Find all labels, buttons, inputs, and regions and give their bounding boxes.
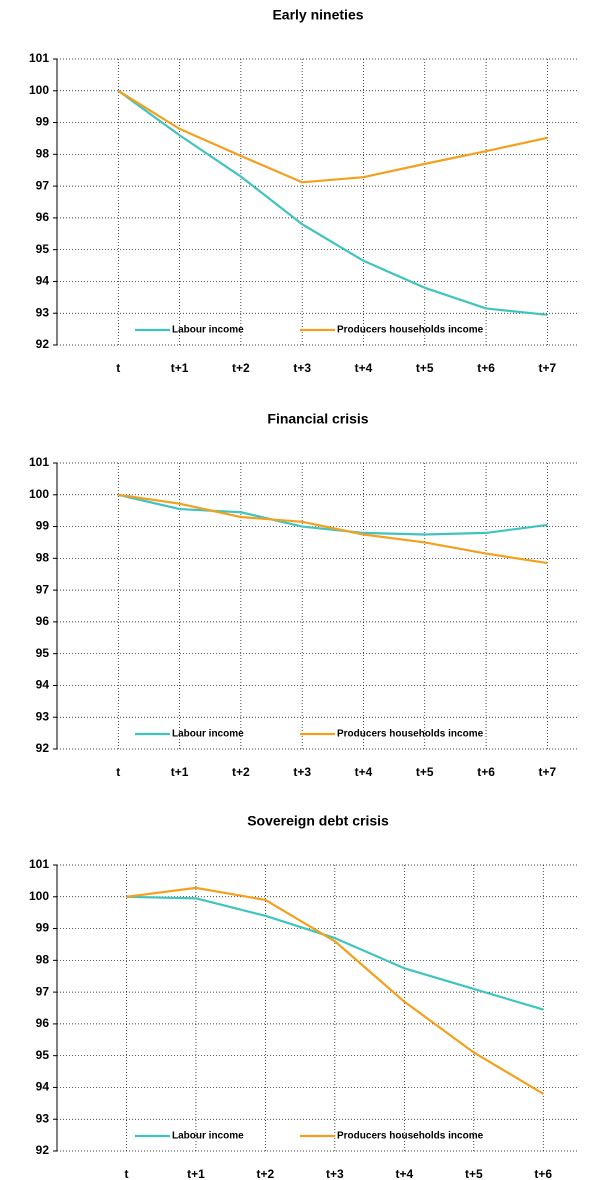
series-line xyxy=(126,895,544,1011)
y-tick-label: 97 xyxy=(36,178,50,192)
x-tick-label: t xyxy=(116,765,120,779)
y-tick-label: 98 xyxy=(36,147,50,161)
y-tick-label: 95 xyxy=(36,646,50,660)
y-tick-label: 101 xyxy=(29,51,49,65)
y-tick-label: 93 xyxy=(36,305,50,319)
series-line xyxy=(126,886,544,1095)
legend-label: Producers households income xyxy=(337,1131,484,1142)
series-line xyxy=(118,493,548,565)
y-tick-label: 93 xyxy=(36,709,50,723)
y-tick-label: 95 xyxy=(36,1048,50,1062)
x-tick-label: t+2 xyxy=(232,361,250,375)
x-tick-label: t+3 xyxy=(326,1167,344,1180)
y-tick-label: 96 xyxy=(36,614,50,628)
x-tick-label: t+7 xyxy=(539,765,557,779)
legend-label: Labour income xyxy=(172,729,244,740)
chart-title: Sovereign debt crisis xyxy=(247,813,389,829)
y-tick-label: 99 xyxy=(36,115,50,129)
x-tick-label: t+5 xyxy=(416,765,434,779)
y-tick-label: 94 xyxy=(36,1080,50,1094)
y-tick-label: 95 xyxy=(36,242,50,256)
legend-label: Labour income xyxy=(172,325,244,336)
chart-title: Financial crisis xyxy=(267,411,368,427)
x-tick-label: t+3 xyxy=(293,765,311,779)
y-tick-label: 92 xyxy=(36,337,50,351)
series-line xyxy=(117,89,548,316)
x-tick-label: t+6 xyxy=(477,765,495,779)
y-tick-label: 94 xyxy=(36,274,50,288)
x-tick-label: t+1 xyxy=(171,361,189,375)
legend-label: Producers households income xyxy=(337,325,484,336)
chart-title: Early nineties xyxy=(272,7,363,23)
x-tick-label: t+5 xyxy=(416,361,434,375)
x-tick-label: t+4 xyxy=(355,361,373,375)
legend-label: Labour income xyxy=(172,1131,244,1142)
x-tick-label: t+6 xyxy=(477,361,495,375)
y-tick-label: 92 xyxy=(36,1143,50,1157)
series-line xyxy=(117,89,548,184)
y-tick-label: 100 xyxy=(29,889,49,903)
x-tick-label: t+3 xyxy=(293,361,311,375)
y-tick-label: 93 xyxy=(36,1111,50,1125)
y-tick-label: 99 xyxy=(36,519,50,533)
series-line xyxy=(118,493,548,536)
x-tick-label: t+7 xyxy=(539,361,557,375)
y-tick-label: 98 xyxy=(36,953,50,967)
y-tick-label: 100 xyxy=(29,487,49,501)
x-tick-label: t+2 xyxy=(232,765,250,779)
x-tick-label: t xyxy=(116,361,120,375)
y-tick-label: 101 xyxy=(29,857,49,871)
y-tick-label: 99 xyxy=(36,921,50,935)
y-tick-label: 96 xyxy=(36,210,50,224)
x-tick-label: t+1 xyxy=(187,1167,205,1180)
x-tick-label: t+4 xyxy=(395,1167,413,1180)
x-tick-label: t+5 xyxy=(465,1167,483,1180)
y-tick-label: 92 xyxy=(36,741,50,755)
y-tick-label: 96 xyxy=(36,1016,50,1030)
x-tick-label: t+6 xyxy=(534,1167,552,1180)
y-tick-label: 97 xyxy=(36,984,50,998)
y-tick-label: 100 xyxy=(29,83,49,97)
x-tick-label: t+1 xyxy=(171,765,189,779)
y-tick-label: 98 xyxy=(36,551,50,565)
y-tick-label: 101 xyxy=(29,455,49,469)
x-tick-label: t+4 xyxy=(355,765,373,779)
y-tick-label: 94 xyxy=(36,678,50,692)
legend-label: Producers households income xyxy=(337,729,484,740)
x-tick-label: t+2 xyxy=(257,1167,275,1180)
x-tick-label: t xyxy=(124,1167,128,1180)
y-tick-label: 97 xyxy=(36,582,50,596)
